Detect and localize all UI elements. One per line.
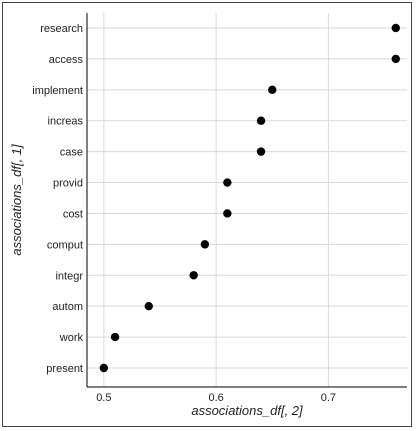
point-increas (256, 116, 266, 125)
y-tick-label-work: work (59, 332, 84, 344)
y-tick-label-comput: comput (47, 239, 83, 251)
point-research (391, 23, 400, 33)
x-axis-title: associations_df[, 2] (191, 403, 303, 418)
x-tick-label: 0.6 (208, 392, 223, 404)
point-integr (189, 271, 198, 280)
y-tick-label-provid: provid (53, 178, 83, 190)
chart-frame: research access implement increas case provid… (2, 2, 412, 427)
point-access (391, 54, 400, 64)
y-tick-label-access: access (49, 54, 84, 66)
point-implement (268, 85, 277, 95)
point-cost (223, 209, 232, 218)
point-work (110, 332, 120, 342)
y-tick-label-integr: integr (55, 270, 83, 282)
x-tick-labels: 0.5 0.6 0.7 (96, 392, 336, 404)
data-points (99, 23, 400, 373)
y-axis-title: associations_df[, 1] (9, 144, 24, 256)
y-tick-label-cost: cost (63, 208, 83, 220)
y-tick-label-increas: increas (48, 116, 84, 128)
y-tick-labels: research access implement increas case provid… (32, 23, 83, 375)
point-comput (200, 240, 210, 249)
y-tick-label-case: case (60, 147, 83, 159)
y-tick-label-autom: autom (52, 301, 83, 313)
x-tick-label: 0.5 (96, 392, 111, 404)
point-autom (144, 301, 153, 311)
point-present (99, 363, 109, 373)
y-tick-label-implement: implement (32, 85, 83, 97)
y-tick-label-research: research (40, 23, 83, 35)
horizontal-gridlines (87, 27, 407, 369)
dot-chart: research access implement increas case provid… (9, 13, 407, 418)
point-case (256, 147, 266, 156)
point-provid (223, 178, 232, 187)
vertical-gridlines (103, 13, 329, 387)
x-tick-label: 0.7 (321, 392, 336, 404)
y-tick-label-present: present (46, 363, 83, 375)
